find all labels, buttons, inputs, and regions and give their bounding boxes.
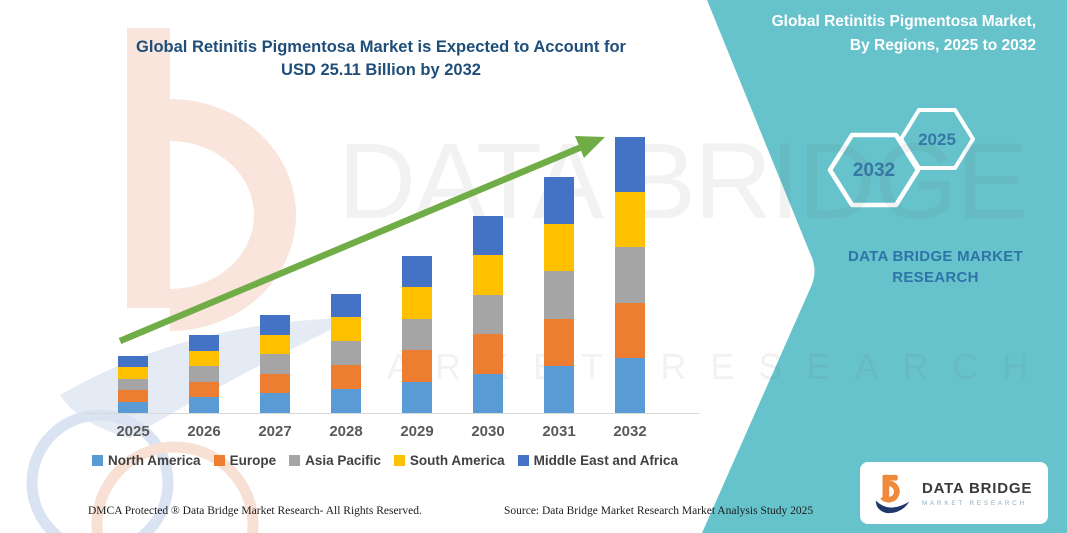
segment-north-america-2026: [189, 397, 219, 413]
segment-south-america-2029: [402, 287, 432, 319]
bar-2031: [544, 177, 574, 413]
segment-middle-east-and-africa-2028: [331, 293, 361, 318]
legend-item-asia-pacific: Asia Pacific: [289, 453, 381, 468]
bar-2026: [189, 335, 219, 413]
chart-title-line2: USD 25.11 Billion by 2032: [281, 61, 481, 79]
x-axis-label-2030: 2030: [471, 423, 505, 440]
hexagon-2032-label: 2032: [852, 160, 896, 181]
segment-europe-2029: [402, 350, 432, 382]
segment-europe-2025: [118, 390, 148, 402]
bar-2028: [331, 293, 361, 413]
segment-europe-2031: [544, 318, 574, 366]
legend-label: Europe: [229, 453, 277, 468]
segment-middle-east-and-africa-2032: [615, 137, 645, 193]
x-axis-label-2025: 2025: [116, 423, 150, 440]
legend-label: Middle East and Africa: [533, 453, 678, 468]
segment-asia-pacific-2028: [331, 341, 361, 366]
segment-asia-pacific-2025: [118, 378, 148, 391]
chart-title: Global Retinitis Pigmentosa Market is Ex…: [88, 36, 674, 82]
brand-text-line2: RESEARCH: [892, 269, 979, 286]
segment-south-america-2028: [331, 317, 361, 342]
legend-item-middle-east-and-africa: Middle East and Africa: [517, 453, 678, 468]
watermark-text-market-research: MARKET RESEARCH: [333, 346, 1053, 387]
segment-south-america-2027: [260, 334, 290, 355]
side-panel-brand-text: DATA BRIDGE MARKET RESEARCH: [828, 246, 1043, 288]
segment-south-america-2025: [118, 367, 148, 379]
segment-asia-pacific-2030: [473, 294, 503, 335]
x-axis-label-2026: 2026: [187, 423, 221, 440]
bar-2027: [260, 315, 290, 413]
segment-asia-pacific-2026: [189, 366, 219, 382]
x-axis-line: [84, 413, 700, 414]
legend-label: Asia Pacific: [305, 453, 381, 468]
segment-middle-east-and-africa-2026: [189, 335, 219, 351]
segment-north-america-2027: [260, 393, 290, 413]
legend-label: South America: [409, 453, 505, 468]
legend-swatch: [289, 455, 301, 466]
hexagon-2025-label: 2025: [918, 130, 956, 149]
segment-europe-2027: [260, 373, 290, 394]
chart-title-line1: Global Retinitis Pigmentosa Market is Ex…: [136, 38, 626, 56]
segment-asia-pacific-2029: [402, 318, 432, 351]
legend-item-south-america: South America: [393, 453, 505, 468]
segment-middle-east-and-africa-2031: [544, 177, 574, 225]
segment-south-america-2031: [544, 224, 574, 272]
logo-card: DATA BRIDGE MARKET RESEARCH: [860, 462, 1048, 524]
segment-north-america-2030: [473, 373, 503, 413]
segment-europe-2026: [189, 381, 219, 398]
legend-swatch: [393, 455, 405, 466]
footer-dmca-text: DMCA Protected ® Data Bridge Market Rese…: [88, 505, 422, 517]
bar-2029: [402, 256, 432, 413]
bar-2032: [615, 137, 645, 413]
segment-south-america-2026: [189, 350, 219, 367]
segment-asia-pacific-2031: [544, 271, 574, 319]
segment-north-america-2032: [615, 357, 645, 413]
segment-europe-2032: [615, 302, 645, 358]
logo-brand-name: DATA BRIDGE: [922, 479, 1033, 497]
side-panel-title: Global Retinitis Pigmentosa Market, By R…: [728, 10, 1036, 58]
segment-middle-east-and-africa-2027: [260, 315, 290, 335]
data-bridge-logo-icon: [875, 474, 910, 514]
x-axis-label-2031: 2031: [542, 423, 576, 440]
segment-north-america-2029: [402, 381, 432, 413]
segment-europe-2028: [331, 365, 361, 390]
legend-label: North America: [108, 453, 201, 468]
segment-north-america-2028: [331, 389, 361, 413]
segment-asia-pacific-2032: [615, 247, 645, 303]
segment-north-america-2031: [544, 365, 574, 413]
legend-swatch: [213, 455, 225, 466]
legend-item-north-america: North America: [92, 453, 201, 468]
segment-middle-east-and-africa-2025: [118, 356, 148, 368]
side-panel-title-line2: By Regions, 2025 to 2032: [849, 37, 1036, 54]
brand-text-line1: DATA BRIDGE MARKET: [847, 248, 1024, 265]
segment-europe-2030: [473, 334, 503, 374]
segment-south-america-2032: [615, 192, 645, 248]
x-axis-label-2028: 2028: [329, 423, 363, 440]
x-axis-label-2027: 2027: [258, 423, 292, 440]
logo-brand-subtitle: MARKET RESEARCH: [922, 499, 1027, 507]
segment-north-america-2025: [118, 401, 148, 413]
segment-middle-east-and-africa-2030: [473, 216, 503, 256]
segment-middle-east-and-africa-2029: [402, 256, 432, 288]
legend-item-europe: Europe: [213, 453, 277, 468]
chart-legend: North America Europe Asia Pacific South Ame…: [85, 453, 685, 468]
segment-south-america-2030: [473, 255, 503, 295]
legend-swatch: [92, 455, 104, 466]
segment-asia-pacific-2027: [260, 354, 290, 374]
x-axis-label-2029: 2029: [400, 423, 434, 440]
x-axis-label-2032: 2032: [613, 423, 647, 440]
legend-swatch: [517, 455, 529, 466]
footer-source-text: Source: Data Bridge Market Research Mark…: [504, 505, 814, 517]
side-panel-title-line1: Global Retinitis Pigmentosa Market,: [771, 13, 1036, 30]
bar-2025: [118, 356, 148, 413]
bar-2030: [473, 216, 503, 413]
